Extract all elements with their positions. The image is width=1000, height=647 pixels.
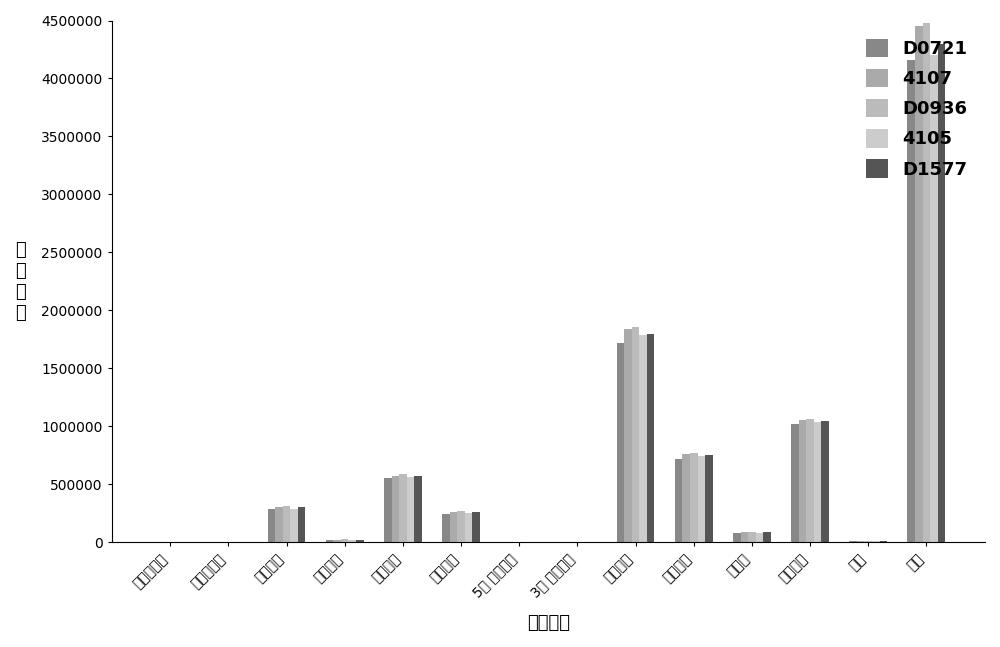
Bar	[624, 329, 632, 542]
Bar	[384, 478, 392, 542]
Bar	[414, 476, 422, 542]
Bar	[675, 459, 682, 542]
Bar	[333, 540, 341, 542]
Bar	[472, 512, 480, 542]
Bar	[733, 533, 741, 542]
Bar	[290, 509, 298, 542]
Bar	[821, 421, 829, 542]
Bar	[275, 507, 283, 542]
Bar	[283, 506, 290, 542]
Bar	[938, 44, 945, 542]
Bar	[298, 507, 305, 542]
Bar	[617, 343, 624, 542]
Bar	[705, 455, 713, 542]
Bar	[450, 512, 457, 542]
Bar	[399, 474, 407, 542]
Bar	[799, 420, 806, 542]
Bar	[814, 422, 821, 542]
Bar	[915, 27, 923, 542]
Bar	[632, 327, 639, 542]
Bar	[348, 540, 356, 542]
Y-axis label: 变
异
数
量: 变 异 数 量	[15, 241, 26, 322]
Bar	[442, 514, 450, 542]
X-axis label: 变异类型: 变异类型	[527, 614, 570, 632]
Bar	[639, 334, 647, 542]
Bar	[465, 513, 472, 542]
Bar	[407, 477, 414, 542]
Bar	[356, 540, 364, 542]
Bar	[806, 419, 814, 542]
Bar	[748, 532, 756, 542]
Bar	[756, 532, 763, 542]
Bar	[864, 541, 872, 542]
Bar	[647, 334, 654, 542]
Legend: D0721, 4107, D0936, 4105, D1577: D0721, 4107, D0936, 4105, D1577	[857, 30, 976, 188]
Bar	[763, 532, 771, 542]
Bar	[690, 453, 698, 542]
Bar	[741, 532, 748, 542]
Bar	[326, 540, 333, 542]
Bar	[930, 55, 938, 542]
Bar	[457, 511, 465, 542]
Bar	[907, 60, 915, 542]
Bar	[791, 424, 799, 542]
Bar	[682, 454, 690, 542]
Bar	[923, 23, 930, 542]
Bar	[392, 476, 399, 542]
Bar	[341, 540, 348, 542]
Bar	[268, 509, 275, 542]
Bar	[698, 456, 705, 542]
